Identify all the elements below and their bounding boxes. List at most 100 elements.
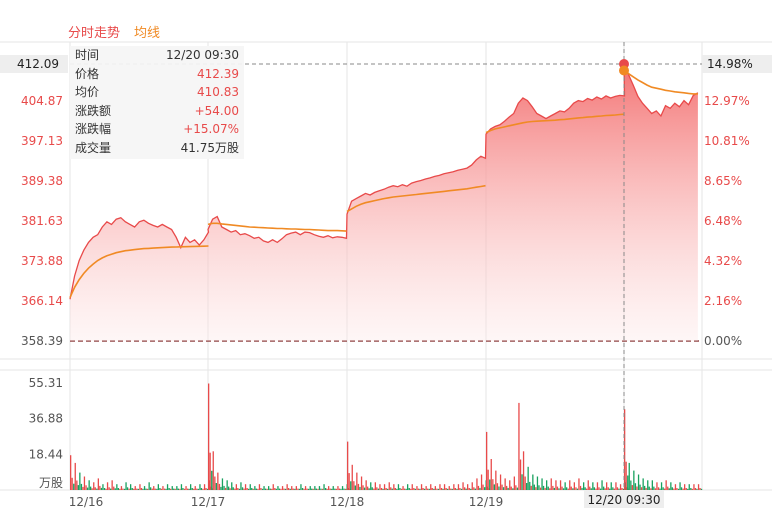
- volume-bar: [202, 488, 204, 490]
- volume-bar: [91, 488, 93, 490]
- volume-bar: [507, 487, 509, 490]
- volume-bar: [394, 488, 396, 490]
- volume-bar: [553, 487, 555, 490]
- volume-bar: [467, 484, 469, 490]
- volume-bar: [363, 487, 366, 490]
- volume-bar: [586, 488, 588, 490]
- volume-bar: [254, 486, 256, 490]
- volume-bar: [367, 486, 369, 490]
- avg-line-day-1: [69, 245, 209, 298]
- volume-bar: [613, 488, 615, 490]
- volume-bar: [562, 488, 565, 490]
- volume-bar: [665, 480, 667, 490]
- volume-bar: [680, 487, 683, 490]
- volume-bar: [110, 488, 112, 490]
- volume-bar: [527, 466, 529, 490]
- price-area: [70, 62, 698, 341]
- volume-bar: [693, 484, 695, 490]
- volume-bar: [634, 483, 637, 490]
- volume-bar: [640, 487, 643, 490]
- volume-bar: [180, 484, 183, 490]
- volume-bar: [460, 488, 463, 490]
- volume-bar: [266, 488, 268, 490]
- volume-bar: [217, 472, 219, 490]
- volume-bar: [335, 488, 337, 490]
- volume-bar: [371, 487, 373, 490]
- volume-bar: [234, 488, 236, 490]
- volume-bar: [413, 488, 415, 490]
- volume-bar: [388, 482, 390, 490]
- volume-bar: [604, 488, 606, 490]
- volume-bar: [420, 484, 423, 490]
- volume-bar: [297, 488, 299, 490]
- volume-bar: [173, 488, 175, 490]
- volume-bar: [697, 484, 700, 490]
- volume-bar: [197, 488, 199, 490]
- volume-bar: [624, 409, 626, 490]
- volume-bar: [590, 488, 592, 490]
- crosshair-time-text: 12/20 09:30: [588, 493, 661, 507]
- tooltip-row: 时间 12/20 09:30: [75, 46, 239, 64]
- volume-bar: [376, 487, 378, 490]
- volume-bar: [125, 482, 127, 490]
- tooltip-label: 成交量: [75, 140, 112, 155]
- volume-bar: [304, 486, 307, 490]
- volume-bar: [636, 486, 638, 490]
- volume-bar: [397, 484, 400, 490]
- price-line-layer: [69, 62, 699, 300]
- volume-bar: [486, 431, 488, 490]
- volume-bar: [281, 486, 284, 490]
- volume-bar: [151, 488, 153, 490]
- volume-bar: [357, 483, 360, 490]
- volume-bar: [156, 488, 158, 490]
- volume-bar: [70, 455, 72, 490]
- volume-bar: [468, 488, 470, 490]
- volume-bar: [423, 488, 426, 490]
- avg-line-day-2: [207, 222, 347, 232]
- volume-bar: [177, 488, 179, 490]
- volume-bar: [228, 486, 230, 490]
- volume-tick-label: 55.31: [29, 376, 63, 390]
- legend-avg-tab[interactable]: 均线: [134, 26, 161, 41]
- volume-bar: [615, 482, 617, 490]
- volume-bar: [471, 482, 473, 490]
- volume-bar: [320, 488, 322, 490]
- volume-bar: [583, 482, 585, 490]
- volume-bar: [555, 480, 557, 490]
- volume-bar: [417, 488, 420, 490]
- volume-bar: [616, 487, 619, 490]
- volume-bar: [99, 485, 101, 490]
- volume-bar: [150, 487, 152, 490]
- legend-price-tab[interactable]: 分时走势: [68, 26, 121, 41]
- volume-bar: [200, 488, 203, 490]
- pct-tick-label: 6.48%: [704, 214, 742, 228]
- volume-bar: [601, 480, 603, 490]
- volume-bar: [509, 480, 511, 490]
- volume-bar: [700, 488, 703, 490]
- volume-bar: [119, 488, 121, 490]
- volume-bar: [323, 484, 325, 490]
- volume-bar: [165, 488, 167, 490]
- volume-bar: [393, 484, 395, 490]
- volume-bar: [269, 488, 271, 490]
- volume-bar: [356, 472, 358, 490]
- volume-bar: [513, 476, 515, 490]
- volume-bar: [667, 486, 669, 490]
- volume-bar: [93, 482, 95, 490]
- volume-bar: [607, 487, 609, 490]
- volume-bar: [390, 487, 392, 490]
- volume-bar: [618, 488, 620, 490]
- volume-bar: [271, 488, 273, 490]
- tooltip-value: 412.39: [197, 66, 239, 81]
- volume-bar: [699, 488, 701, 490]
- volume-bar: [226, 480, 228, 490]
- volume-bar: [315, 488, 317, 490]
- tooltip-value: +15.07%: [183, 122, 239, 136]
- volume-bar: [116, 484, 118, 490]
- volume-bar: [644, 485, 646, 490]
- volume-bar: [679, 482, 681, 490]
- volume-bar: [145, 488, 147, 490]
- volume-bar: [454, 488, 456, 490]
- volume-bar: [433, 488, 435, 490]
